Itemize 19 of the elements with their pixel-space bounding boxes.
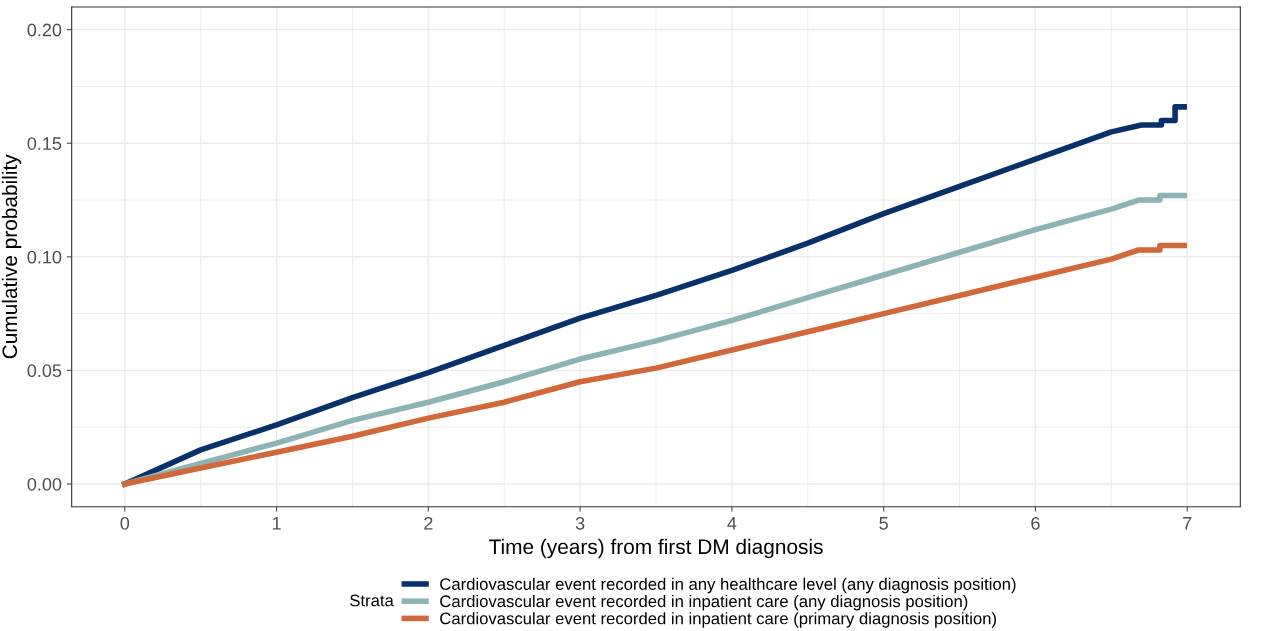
x-tick-label: 6 <box>1031 516 1040 530</box>
x-tick-label: 1 <box>272 517 281 530</box>
legend-title: Strata <box>350 594 394 607</box>
y-tick-label: 0.15 <box>27 137 62 150</box>
x-tick-label: 4 <box>727 517 737 530</box>
x-axis-title: Time (years) from first DM diagnosis <box>489 538 823 559</box>
x-tick-label: 5 <box>879 517 888 530</box>
y-tick-label: 0.20 <box>27 23 62 37</box>
legend-label: Cardiovascular event recorded in any healthcare level (any diagnosis position) <box>440 577 1016 594</box>
y-tick-label: 0.00 <box>27 477 62 491</box>
x-tick-label: 0 <box>120 516 130 530</box>
x-tick-label: 3 <box>575 516 585 530</box>
x-tick-label: 2 <box>424 516 433 530</box>
legend-label: Cardiovascular event recorded in inpatient care (primary diagnosis position) <box>440 612 996 628</box>
y-axis-title: Cumulative probability <box>1 154 22 359</box>
y-tick-label: 0.05 <box>27 364 62 378</box>
legend-label: Cardiovascular event recorded in inpatient care (any diagnosis position) <box>440 594 968 611</box>
y-tick-label: 0.10 <box>27 250 62 264</box>
x-tick-label: 7 <box>1183 517 1192 530</box>
